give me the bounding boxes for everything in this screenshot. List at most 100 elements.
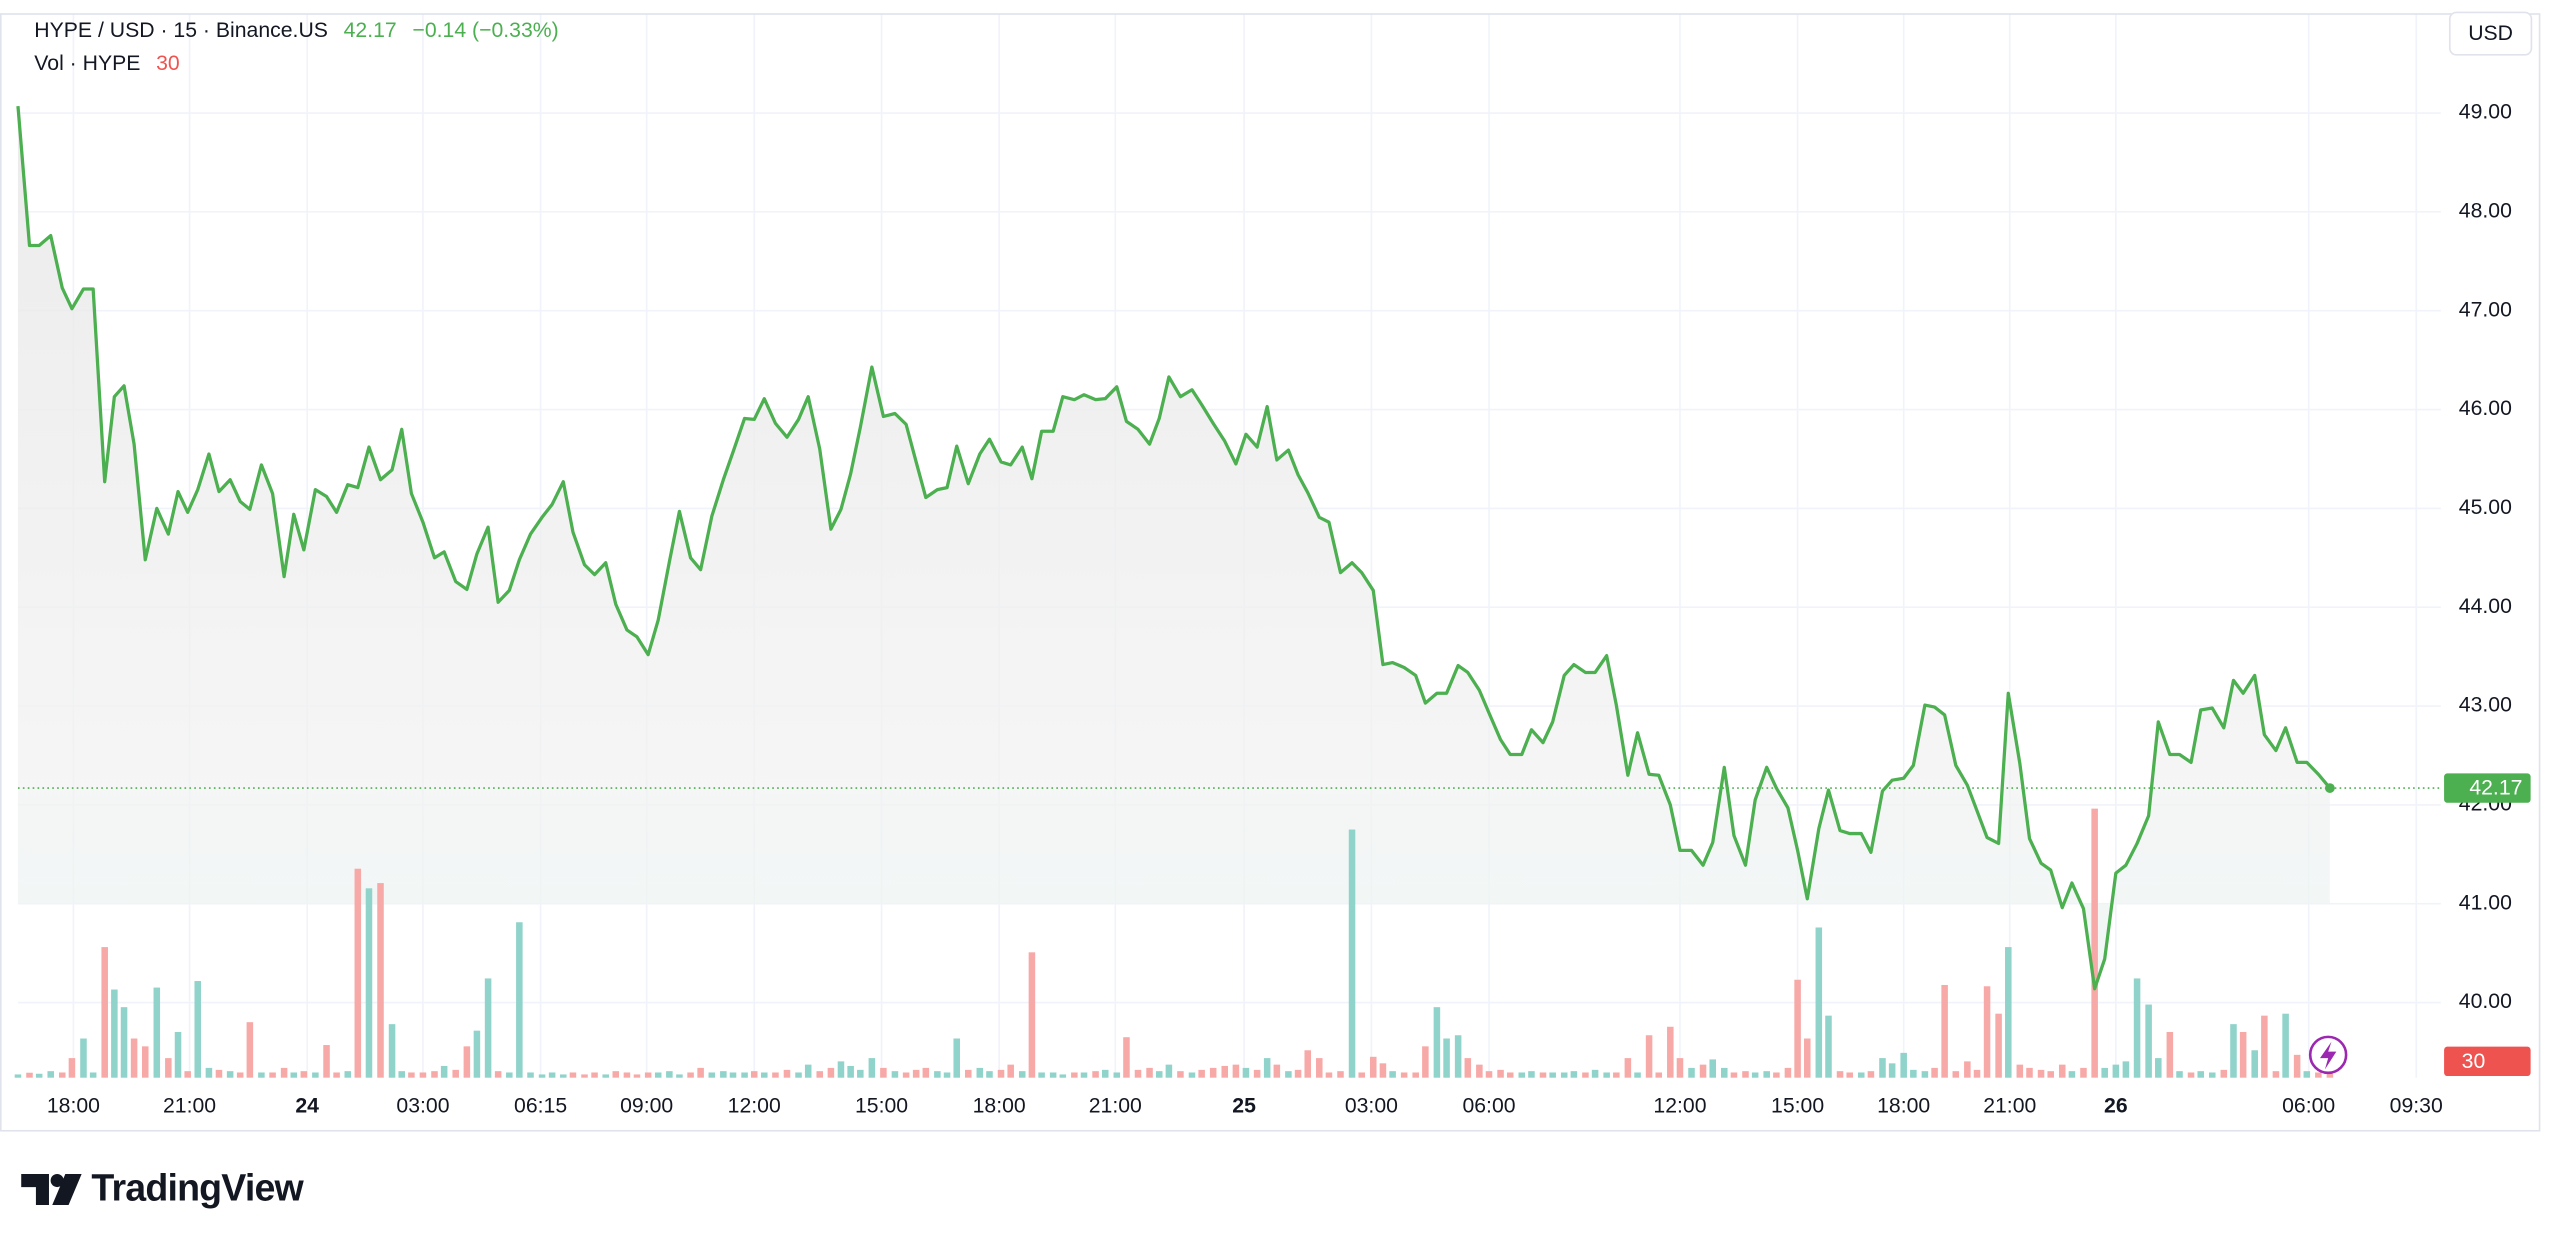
volume-bar [666,1071,673,1078]
volume-bar [2315,1072,2322,1078]
x-tick-label: 25 [1232,1095,1256,1118]
brand-logo: TradingView [21,1166,305,1208]
volume-bar [1080,1072,1088,1078]
volume-bar [1273,1064,1281,1078]
volume-bar [300,1071,308,1078]
volume-bar [1825,1015,1832,1078]
volume-bar [89,1072,97,1078]
volume-badge-label: 30 [2462,1050,2486,1073]
volume-bar [741,1072,748,1078]
volume-bar [1921,1071,1929,1078]
volume-bar [1007,1064,1014,1078]
volume-bar [847,1065,854,1078]
volume-bar [602,1074,609,1078]
volume-bar [934,1071,941,1078]
volume-bar [538,1074,546,1078]
x-tick-label: 26 [2104,1095,2128,1118]
volume-bar [837,1061,845,1078]
volume-bar [1570,1071,1578,1078]
volume-bar [516,922,523,1078]
volume-bar [431,1071,438,1078]
volume-bar [58,1072,66,1078]
currency-button-box[interactable] [2448,11,2533,56]
volume-bar [1146,1067,1153,1078]
volume-bar [165,1058,172,1078]
volume-bar [1721,1067,1728,1078]
x-tick-label: 06:15 [514,1095,567,1118]
volume-bar [14,1074,22,1078]
lightning-icon[interactable] [2320,1041,2337,1070]
volume-bar [1655,1072,1663,1078]
volume-bar [1443,1038,1450,1078]
volume-bar [1742,1071,1749,1078]
volume-bar [1645,1035,1653,1078]
volume-bar [772,1072,779,1078]
volume-bar [2080,1067,2087,1078]
volume-bar [880,1067,887,1078]
volume-bar [463,1046,471,1078]
lightning-button[interactable] [2308,1035,2348,1075]
volume-bar [827,1067,835,1078]
volume-bar [708,1072,716,1078]
volume-bar [720,1071,727,1078]
volume-bar [440,1065,448,1078]
volume-bar [1092,1071,1099,1078]
volume-bar [816,1071,824,1078]
volume-bar [569,1072,577,1078]
volume-bar [452,1069,459,1078]
volume-bar [1198,1069,1205,1078]
volume-bar [965,1069,972,1078]
volume-bar [68,1058,76,1078]
volume-bar [80,1038,87,1078]
y-tick-label: 41.00 [2459,891,2512,914]
volume-bar [1358,1072,1365,1078]
volume-bar [35,1073,43,1078]
volume-bar [1389,1071,1396,1078]
volume-bar [912,1069,920,1078]
volume-bar [922,1067,930,1078]
x-tick-label: 06:00 [2282,1095,2335,1118]
volume-bar [902,1072,910,1078]
volume-bar [1422,1046,1429,1078]
volume-bar [2037,1069,2045,1078]
volume-bar [47,1071,54,1078]
volume-bar [333,1072,340,1078]
volume-bar [2272,1071,2280,1078]
x-tick-label: 21:00 [1983,1095,2036,1118]
volume-bar [26,1072,33,1078]
logo-mark-2 [50,1174,64,1188]
volume-bar [1667,1026,1674,1078]
brand-name: TradingView [91,1166,304,1208]
volume-bar [258,1072,265,1078]
symbol-title: HYPE / USD · 15 · Binance.US [34,19,328,42]
volume-bar [1952,1071,1960,1078]
volume-bar [687,1072,694,1078]
volume-bar [1123,1037,1130,1078]
volume-bar [2261,1015,2268,1078]
volume-bar [1624,1058,1632,1078]
volume-bar [1560,1072,1568,1078]
volume-bar [591,1072,598,1078]
volume-bar [1983,986,1991,1078]
volume-bar [1634,1072,1641,1078]
x-tick-label: 09:30 [2390,1095,2443,1118]
volume-bar [1528,1071,1535,1078]
volume-bar [1337,1071,1344,1078]
volume-label: Vol · HYPE [34,51,140,74]
volume-bar [943,1072,951,1078]
volume-bar [153,987,161,1078]
volume-bar [1476,1064,1483,1078]
volume-bar [1113,1072,1121,1078]
volume-bar [1071,1072,1078,1078]
volume-bar [1730,1072,1738,1078]
currency-label[interactable]: USD [2468,22,2513,45]
volume-bar [101,947,108,1078]
volume-bar [1879,1058,1886,1078]
currency-button[interactable]: USD [2448,11,2533,56]
price-line [16,105,2332,991]
x-tick-label: 21:00 [163,1095,216,1118]
volume-bar [2133,978,2141,1078]
volume-bar [388,1024,396,1078]
volume-bar [1242,1067,1250,1078]
